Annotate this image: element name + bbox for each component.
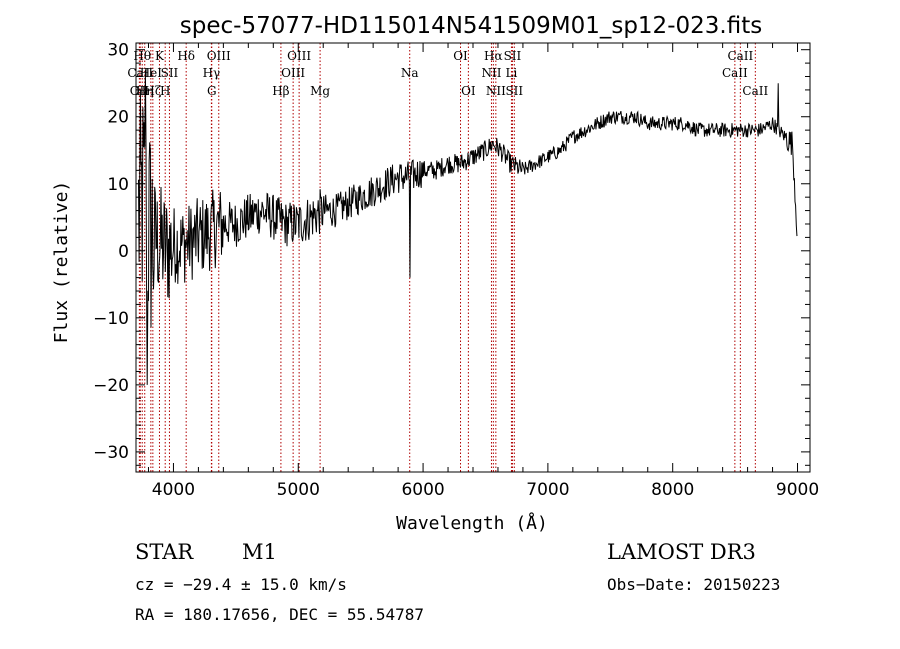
- x-axis-ticks: 4000 5000 6000 7000 8000 9000: [147, 43, 819, 500]
- y-tick-label-4: 10: [107, 175, 129, 195]
- plot-frame: [135, 42, 811, 473]
- flux-series-line: [138, 69, 798, 385]
- line-label-25: SII: [505, 84, 523, 98]
- survey-name: LAMOST DR3: [607, 540, 756, 564]
- observation-date: Obs−Date: 20150223: [607, 575, 781, 594]
- y-tick-label-6: 30: [107, 41, 129, 61]
- line-label-17: Na: [401, 66, 419, 80]
- y-axis-label: Flux (relative): [51, 181, 72, 344]
- line-label-7: H: [160, 84, 170, 98]
- spectral-line-markers: [138, 43, 756, 472]
- spectral-line-labels: OIICaIIHθHηHeIHζKHSIIHδHγGOIIIHβOIIIOIII…: [127, 49, 768, 98]
- y-tick-label-0: −30: [93, 443, 129, 463]
- line-label-10: Hγ: [203, 66, 221, 80]
- x-tick-label-5: 9000: [776, 480, 819, 500]
- line-label-19: OI: [461, 84, 476, 98]
- line-label-2: Hθ: [133, 49, 151, 63]
- y-tick-label-1: −20: [93, 376, 129, 396]
- line-label-23: SII: [504, 49, 522, 63]
- line-label-18: OI: [453, 49, 468, 63]
- line-label-22: NII: [486, 84, 506, 98]
- y-axis-ticks: −30 −20 −10 0 10 20 30: [93, 41, 810, 466]
- line-label-9: Hδ: [177, 49, 195, 63]
- line-label-16: Mg: [310, 84, 330, 98]
- line-label-24: Li: [506, 66, 518, 80]
- coordinates: RA = 180.17656, DEC = 55.54787: [135, 605, 424, 624]
- line-label-11: G: [207, 84, 217, 98]
- x-tick-label-2: 6000: [401, 480, 444, 500]
- line-label-8: SII: [161, 66, 179, 80]
- object-subclass: M1: [242, 540, 277, 564]
- line-label-26: CaII: [722, 66, 748, 80]
- object-class: STAR: [135, 540, 194, 564]
- x-tick-label-4: 8000: [651, 480, 694, 500]
- spectrum-chart: spec-57077-HD115014N541509M01_sp12-023.f…: [51, 13, 819, 534]
- x-axis-label: Wavelength (Å): [396, 512, 548, 534]
- line-label-4: HeI: [140, 66, 163, 80]
- redshift-cz: cz = −29.4 ± 15.0 km/s: [135, 575, 347, 594]
- line-label-1: CaII: [127, 66, 153, 80]
- line-label-12: OIII: [207, 49, 231, 63]
- line-label-14: OIII: [281, 66, 305, 80]
- line-label-27: CaII: [727, 49, 753, 63]
- y-tick-label-2: −10: [93, 309, 129, 329]
- line-label-0: OII: [130, 84, 150, 98]
- line-label-13: Hβ: [272, 84, 289, 98]
- line-label-5: Hζ: [144, 84, 161, 98]
- line-label-21: Hα: [484, 49, 503, 63]
- line-label-6: K: [155, 49, 165, 63]
- y-tick-label-3: 0: [118, 242, 129, 262]
- line-label-28: CaII: [742, 84, 768, 98]
- x-tick-label-0: 4000: [152, 480, 195, 500]
- y-tick-label-5: 20: [107, 108, 129, 128]
- x-tick-label-1: 5000: [277, 480, 320, 500]
- chart-title: spec-57077-HD115014N541509M01_sp12-023.f…: [180, 13, 762, 39]
- x-tick-label-3: 7000: [526, 480, 569, 500]
- line-label-20: NII: [481, 66, 501, 80]
- line-label-15: OIII: [287, 49, 311, 63]
